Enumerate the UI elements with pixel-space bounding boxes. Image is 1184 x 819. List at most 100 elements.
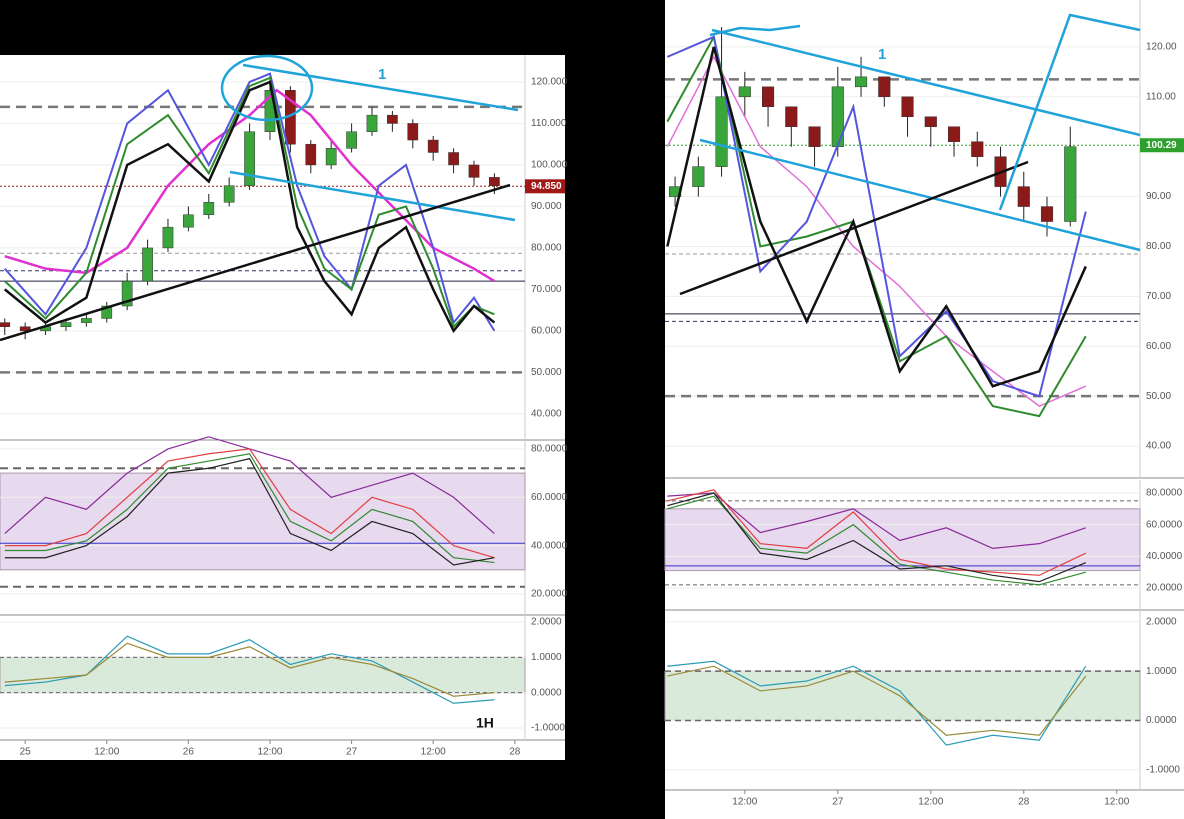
y-tick-label: 60.0000 bbox=[531, 492, 568, 503]
y-tick-label: 60.000 bbox=[531, 326, 562, 337]
series-line bbox=[4, 72, 496, 332]
y-tick-label: 70.00 bbox=[1146, 291, 1171, 302]
y-tick-label: 80.00 bbox=[1146, 241, 1171, 252]
price-tag bbox=[525, 179, 565, 194]
candle-body bbox=[738, 86, 751, 98]
x-tick-label: 12:00 bbox=[1104, 797, 1129, 808]
candle-body bbox=[325, 148, 337, 166]
annotation: 1 bbox=[878, 46, 886, 63]
candle-body bbox=[1064, 146, 1077, 222]
y-tick-label: -1.0000 bbox=[1146, 764, 1180, 775]
trend-line bbox=[711, 28, 1141, 137]
candle-body bbox=[808, 126, 821, 147]
y-tick-label: 60.0000 bbox=[1146, 519, 1183, 530]
trend-line bbox=[679, 160, 1029, 296]
x-tick-label: 12:00 bbox=[918, 797, 943, 808]
annotation: 1 bbox=[378, 66, 386, 83]
candle-body bbox=[489, 177, 500, 186]
y-tick-label: 120.000 bbox=[531, 77, 568, 88]
trend-line bbox=[699, 138, 1141, 252]
y-tick-label: 70.000 bbox=[531, 284, 562, 295]
candle-body bbox=[971, 141, 984, 157]
series-line bbox=[667, 492, 1086, 583]
candle-body bbox=[692, 166, 705, 187]
series-line bbox=[4, 76, 495, 329]
y-tick-label: -1.0000 bbox=[531, 723, 565, 734]
candle-body bbox=[427, 139, 439, 153]
y-tick-label: 40.000 bbox=[531, 409, 562, 420]
y-tick-label: 50.00 bbox=[1146, 391, 1171, 402]
x-tick-label: 28 bbox=[1018, 797, 1030, 808]
candle-body bbox=[346, 131, 357, 149]
y-tick-label: 0.0000 bbox=[531, 687, 562, 698]
y-tick-label: 80.0000 bbox=[1146, 488, 1183, 499]
candle-body bbox=[305, 143, 317, 166]
y-tick-label: 120.00 bbox=[1146, 42, 1177, 53]
y-tick-label: 80.000 bbox=[531, 243, 562, 254]
left-chart-bg bbox=[0, 55, 565, 760]
candle-body bbox=[19, 326, 31, 332]
x-tick-label: 12:00 bbox=[94, 747, 119, 758]
y-tick-label: 80.0000 bbox=[531, 444, 568, 455]
trend-line bbox=[242, 63, 519, 112]
candle-body bbox=[142, 247, 153, 282]
candle-body bbox=[387, 114, 398, 124]
y-tick-label: 1.0000 bbox=[531, 652, 562, 663]
y-tick-label: 1.0000 bbox=[1146, 666, 1177, 677]
y-tick-label: 90.00 bbox=[1146, 191, 1171, 202]
candle-body bbox=[924, 116, 937, 127]
y-tick-label: 50.000 bbox=[531, 367, 562, 378]
y-tick-label: 20.0000 bbox=[531, 589, 568, 600]
y-tick-label: 2.0000 bbox=[1146, 616, 1177, 627]
x-tick-label: 12:00 bbox=[732, 797, 757, 808]
projection-arrow bbox=[998, 13, 1141, 211]
x-tick-label: 27 bbox=[346, 747, 358, 758]
y-tick-label: 40.0000 bbox=[531, 540, 568, 551]
price-tag bbox=[1140, 138, 1184, 153]
series-line bbox=[4, 642, 495, 697]
y-tick-label: 60.00 bbox=[1146, 341, 1171, 352]
series-line bbox=[666, 35, 1087, 398]
candle-body bbox=[162, 226, 174, 249]
candle-body bbox=[831, 86, 844, 147]
drawings bbox=[0, 13, 1141, 342]
candle-body bbox=[785, 106, 798, 127]
candle-body bbox=[121, 280, 133, 307]
series-line bbox=[667, 665, 1087, 736]
candle-body bbox=[448, 152, 459, 166]
x-tick-label: 28 bbox=[509, 747, 521, 758]
band bbox=[664, 670, 1141, 721]
y-tick-label: 40.0000 bbox=[1146, 551, 1183, 562]
series-line bbox=[667, 492, 1086, 550]
price-tag-label: 94.850 bbox=[531, 181, 562, 192]
series-line bbox=[4, 453, 495, 564]
x-tick-label: 12:00 bbox=[257, 747, 282, 758]
band bbox=[0, 656, 526, 694]
candle-body bbox=[60, 322, 72, 327]
x-tick-label: 25 bbox=[20, 747, 32, 758]
candle-body bbox=[878, 76, 891, 98]
series-line bbox=[3, 80, 496, 334]
series-line bbox=[667, 489, 1087, 576]
x-tick-label: 12:00 bbox=[421, 747, 446, 758]
candle-body bbox=[1040, 206, 1054, 222]
timeframe: 1H bbox=[476, 715, 494, 731]
candle-body bbox=[0, 322, 11, 327]
scribble bbox=[709, 24, 801, 37]
series-line bbox=[4, 448, 495, 559]
candle-body bbox=[715, 96, 728, 167]
trend-line bbox=[229, 170, 516, 222]
y-tick-label: 110.00 bbox=[1146, 91, 1176, 102]
candle-body bbox=[203, 202, 215, 215]
candle-body bbox=[101, 305, 113, 319]
candle-body bbox=[854, 76, 868, 88]
y-tick-label: 2.0000 bbox=[531, 617, 562, 628]
series-line bbox=[666, 46, 1087, 388]
y-tick-label: 0.0000 bbox=[1146, 715, 1177, 726]
price-tag-label: 100.29 bbox=[1146, 140, 1177, 151]
candle-body bbox=[223, 185, 235, 203]
candle-body bbox=[901, 96, 914, 118]
candle-body bbox=[1017, 186, 1030, 207]
